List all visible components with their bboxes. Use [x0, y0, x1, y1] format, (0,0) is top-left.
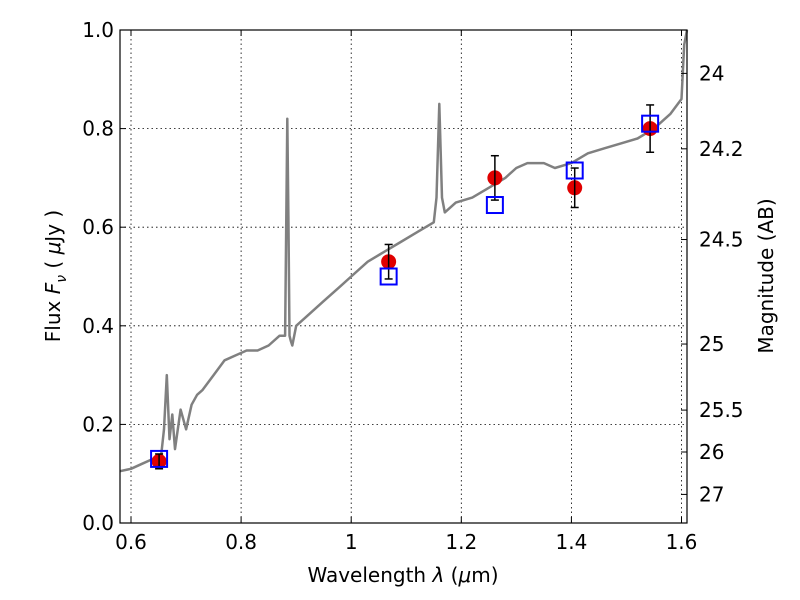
y-tick-label: 0.4	[82, 314, 114, 338]
grid	[120, 29, 687, 524]
y2-tick-label: 25.5	[699, 398, 744, 422]
x-tick-label: 0.6	[115, 530, 147, 554]
y-tick-label: 0.6	[82, 215, 114, 239]
model-photometry-square	[379, 267, 398, 286]
y-axis-title: Flux Fν ( μJy )	[41, 210, 70, 342]
y2-tick-label: 24.2	[699, 137, 744, 161]
model-photometry-square	[565, 161, 584, 180]
x-tick-label: 1.6	[666, 530, 698, 554]
x-tick-label: 1.4	[555, 530, 587, 554]
ticks: 0.6 0.8 1 1.2 1.4 1.6 0.0 0.2 0.4 0.6 0.8 1.0 24 24.2…	[82, 18, 743, 554]
y2-tick-label: 24	[699, 61, 724, 85]
photometry-layer	[150, 104, 660, 470]
x-tick-label: 0.8	[225, 530, 257, 554]
y-tick-label: 0.0	[82, 511, 114, 535]
plot-frame	[119, 29, 688, 524]
y-tick-label: 1.0	[82, 18, 114, 42]
spectrum-layer	[119, 29, 689, 473]
x-tick-label: 1.2	[445, 530, 477, 554]
model-photometry-square	[641, 114, 660, 133]
model-photometry-square	[150, 449, 169, 468]
model-photometry-square	[485, 196, 504, 215]
y2-tick-label: 26	[699, 440, 724, 464]
y2-tick-label: 24.5	[699, 228, 744, 252]
y-tick-label: 0.8	[82, 117, 114, 141]
y2-axis-title: Magnitude (AB)	[754, 198, 778, 353]
y2-tick-label: 27	[699, 482, 724, 506]
spectrum-line	[119, 29, 689, 473]
y2-tick-label: 25	[699, 332, 724, 356]
y-tick-label: 0.2	[82, 412, 114, 436]
x-axis-title: Wavelength λ (μm)	[307, 563, 498, 587]
x-tick-label: 1	[345, 530, 358, 554]
